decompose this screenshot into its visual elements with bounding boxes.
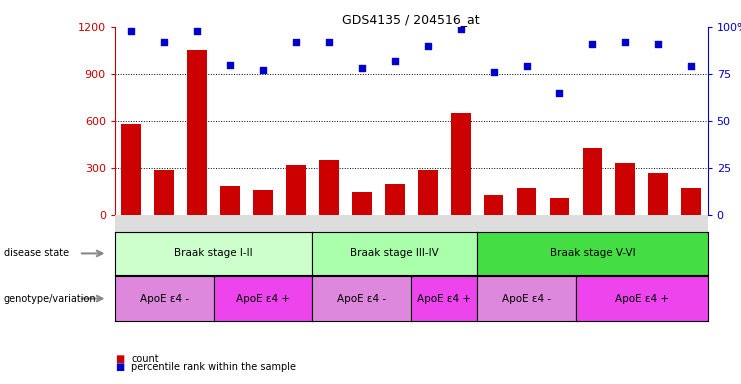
Text: percentile rank within the sample: percentile rank within the sample [131, 362, 296, 372]
Point [125, 28, 137, 34]
Point [619, 39, 631, 45]
Text: count: count [131, 354, 159, 364]
Bar [122, 124, 142, 215]
Point [356, 65, 368, 71]
Point [323, 39, 335, 45]
Bar [616, 163, 635, 215]
Bar [451, 113, 471, 215]
Text: Braak stage V-VI: Braak stage V-VI [550, 248, 635, 258]
Text: Braak stage I-II: Braak stage I-II [174, 248, 253, 258]
Title: GDS4135 / 204516_at: GDS4135 / 204516_at [342, 13, 480, 26]
Bar [220, 186, 240, 215]
Bar [484, 195, 503, 215]
Point [586, 41, 598, 47]
Bar [648, 173, 668, 215]
Bar [319, 160, 339, 215]
Text: ■: ■ [115, 362, 124, 372]
Bar [286, 165, 306, 215]
Text: ApoE ε4 +: ApoE ε4 + [417, 293, 471, 304]
Point [554, 90, 565, 96]
Bar [187, 50, 207, 215]
Point [191, 28, 203, 34]
Bar [681, 189, 701, 215]
Point [685, 63, 697, 70]
Point [488, 69, 499, 75]
Text: ApoE ε4 -: ApoE ε4 - [337, 293, 386, 304]
Text: Braak stage III-IV: Braak stage III-IV [350, 248, 439, 258]
Text: disease state: disease state [4, 248, 69, 258]
Text: ApoE ε4 +: ApoE ε4 + [236, 293, 290, 304]
Point [521, 63, 533, 70]
Point [225, 61, 236, 68]
Bar [516, 188, 536, 215]
Bar [550, 198, 569, 215]
Bar [385, 184, 405, 215]
Text: genotype/variation: genotype/variation [4, 293, 96, 304]
Point [290, 39, 302, 45]
Bar [582, 147, 602, 215]
Point [257, 67, 269, 73]
Text: ApoE ε4 +: ApoE ε4 + [615, 293, 669, 304]
Text: ■: ■ [115, 354, 124, 364]
Bar [154, 170, 174, 215]
Text: ApoE ε4 -: ApoE ε4 - [140, 293, 189, 304]
Text: ApoE ε4 -: ApoE ε4 - [502, 293, 551, 304]
Point [455, 26, 467, 32]
Bar [253, 190, 273, 215]
Point [389, 58, 401, 64]
Point [159, 39, 170, 45]
Point [652, 41, 664, 47]
Bar [418, 170, 438, 215]
Point [422, 43, 433, 49]
Bar [352, 192, 372, 215]
